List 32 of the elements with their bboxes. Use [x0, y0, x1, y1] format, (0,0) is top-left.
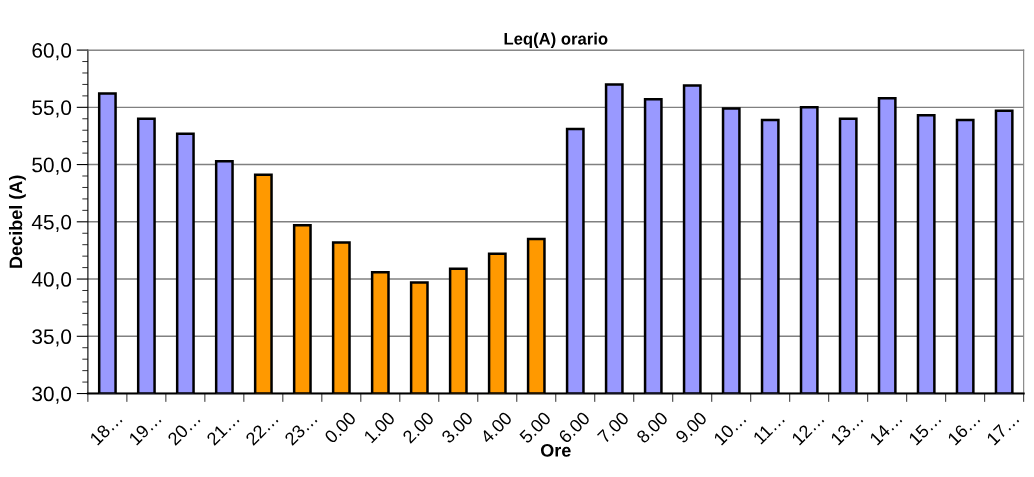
x-tick-label: 12… — [791, 412, 825, 446]
x-tick-label: 16… — [947, 412, 981, 446]
y-tick-label: 55,0 — [32, 100, 72, 118]
y-tick-label: 35,0 — [32, 329, 72, 347]
x-tick-label: 21… — [205, 412, 240, 446]
x-tick-label: 13… — [830, 412, 864, 446]
x-tick-label: 3.00 — [440, 411, 474, 444]
x-tick-label: 9.00 — [674, 411, 708, 444]
x-tick-label: 20… — [166, 412, 201, 446]
x-axis-title: Ore — [540, 443, 571, 457]
x-tick-label: 23… — [283, 412, 318, 446]
x-tick-label: 0.00 — [323, 411, 357, 444]
x-tick-label: 17… — [986, 412, 1020, 446]
x-tick-label: 5.00 — [518, 411, 552, 444]
y-tick-label: 50,0 — [32, 157, 72, 175]
x-tick-label: 10… — [713, 412, 747, 446]
x-tick-label: 6.00 — [557, 411, 591, 444]
x-tick-label: 8.00 — [635, 411, 669, 444]
chart-title: Leq(A) orario — [504, 32, 608, 48]
x-tick-label: 19… — [128, 412, 162, 446]
x-tick-label: 4.00 — [479, 411, 513, 445]
y-axis-title: Decibel (A) — [8, 175, 26, 268]
x-tick-label: 7.00 — [596, 411, 630, 444]
x-tick-label: 18… — [89, 412, 123, 446]
x-tick-label: 11… — [752, 412, 785, 445]
x-tick-label: 14… — [869, 412, 903, 446]
y-tick-label: 45,0 — [31, 214, 72, 233]
x-tick-label: 15… — [908, 412, 942, 446]
x-tick-label: 22… — [244, 412, 279, 446]
y-tick-label: 60,0 — [32, 43, 72, 61]
y-tick-label: 30,0 — [32, 386, 72, 404]
y-tick-label: 40,0 — [31, 272, 72, 290]
